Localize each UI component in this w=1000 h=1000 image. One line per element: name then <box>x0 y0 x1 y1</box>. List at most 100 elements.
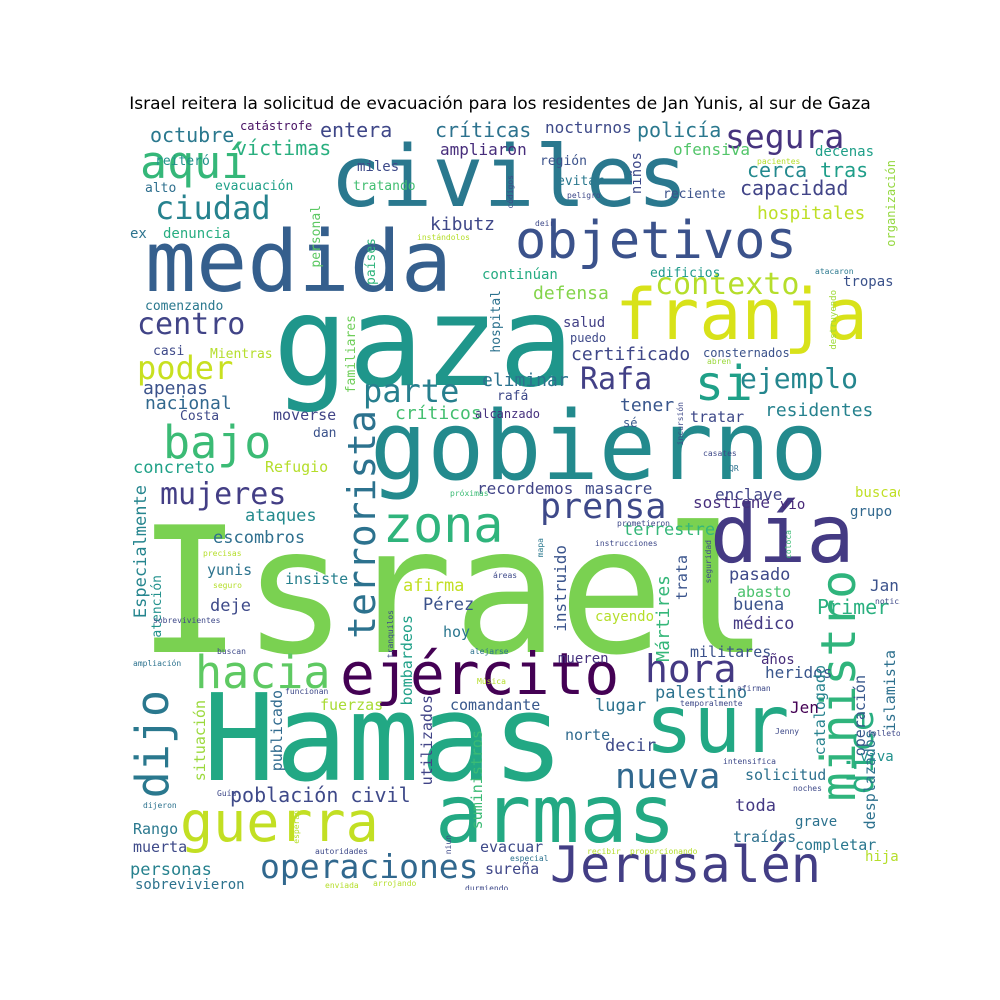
word-buena: buena <box>733 595 785 615</box>
word-zona: zona <box>383 496 504 554</box>
word-trata: trata <box>673 555 691 601</box>
word-personas: personas <box>130 860 212 880</box>
word-traidas: traídas <box>733 828 797 846</box>
word-fuerzas: fuerzas <box>320 696 384 714</box>
word-certificado: certificado <box>571 344 691 365</box>
word-medico: médico <box>733 614 795 634</box>
word-tener: tener <box>620 395 675 416</box>
word-victimas: víctimas <box>235 136 332 160</box>
word-suministros: suministros <box>468 730 486 830</box>
word-qr: QR <box>729 464 739 473</box>
word-norte: norte <box>565 726 611 744</box>
word-perez: Pérez <box>423 595 475 615</box>
word-codigos: códigos <box>506 175 515 209</box>
word-hamas: Hamas <box>203 670 565 809</box>
word-peligro: peligro <box>567 191 601 200</box>
word-cloud: Israel Hamas gaza gobierno civiles medida arma… <box>125 120 900 890</box>
word-poblacion-civil: población civil <box>230 783 411 807</box>
word-guia: Guía <box>217 789 237 798</box>
word-gaza: gaza <box>273 270 575 415</box>
word-medida: medida <box>145 213 453 312</box>
word-noticias: noticias <box>875 597 900 606</box>
word-afirma: afirma <box>403 576 465 596</box>
word-dijo: dijo <box>126 690 179 799</box>
word-palestino: palestino <box>655 683 748 703</box>
word-se: sé <box>623 416 638 430</box>
word-denuncia: denuncia <box>163 226 231 242</box>
word-concreto: concreto <box>133 458 215 478</box>
word-consternados: consternados <box>703 346 790 360</box>
word-continuan: continúan <box>482 267 558 283</box>
word-ejemplo: ejemplo <box>740 362 859 395</box>
word-publicado: publicado <box>268 690 286 772</box>
word-organizacion: organización <box>884 160 898 247</box>
word-especial: especial <box>510 854 549 863</box>
word-entera: entera <box>320 120 393 142</box>
word-toda: toda <box>735 796 776 816</box>
word-arrojando: arrojando <box>373 879 417 888</box>
word-hospital: hospital <box>489 290 504 353</box>
word-sur: sur <box>645 678 790 771</box>
word-hija: hija <box>865 849 899 865</box>
word-areas: áreas <box>493 571 518 580</box>
word-residentes: residentes <box>765 400 874 421</box>
word-musica: Música <box>477 677 506 686</box>
word-funcionan: funcionan <box>285 687 329 696</box>
word-segura: segura <box>725 120 845 156</box>
word-ampliaron: ampliaron <box>440 140 527 159</box>
word-decir: decir <box>605 736 657 756</box>
word-defensa: defensa <box>533 283 609 304</box>
word-gobierno: gobierno <box>370 392 828 502</box>
word-policia: policía <box>637 120 722 142</box>
word-catastrofe: catástrofe <box>240 120 313 133</box>
word-completar: completar <box>795 836 877 854</box>
word-civiles: civiles <box>330 128 689 227</box>
word-refugio: Refugio <box>265 458 329 476</box>
word-desplazados: desplazados <box>861 730 879 830</box>
word-folletos: folletos <box>867 729 900 738</box>
word-hoy: hoy <box>443 623 471 641</box>
word-durmiendo: durmiendo <box>465 884 509 891</box>
word-seguridad: seguridad <box>704 540 713 584</box>
word-viva: viva <box>860 749 894 765</box>
word-operaciones: operaciones <box>260 847 479 886</box>
word-puedo: puedo <box>570 331 607 345</box>
word-militares: militares <box>690 643 772 661</box>
word-rango: Rango <box>133 820 179 838</box>
word-niun: niun <box>444 835 453 855</box>
word-jenny: Jenny <box>775 727 800 736</box>
word-parte: parte <box>363 372 460 410</box>
word-mientras: Mientras <box>210 347 273 362</box>
word-aqui: aquí <box>140 136 249 189</box>
word-pacientes: pacientes <box>757 157 801 166</box>
chart-title: Israel reitera la solicitud de evacuació… <box>129 94 871 114</box>
word-recordemos: recordemos <box>477 479 574 498</box>
word-casates: casates <box>703 449 737 458</box>
word-ex: ex <box>130 226 147 242</box>
word-jan: Jan <box>870 576 899 595</box>
word-cayendo: cayendo <box>595 609 655 625</box>
word-franja: franja <box>615 274 868 356</box>
word-evitar: evitar <box>557 174 604 189</box>
word-paises: países <box>364 238 379 285</box>
word-reitero: reiteró <box>155 154 210 169</box>
word-dia: día <box>710 488 855 581</box>
word-salud: salud <box>563 315 606 331</box>
word-terrestre: terrestre <box>623 520 716 540</box>
word-sobrevivieron: sobrevivieron <box>135 877 245 890</box>
word-islamista: islamista <box>881 650 899 732</box>
word-cerca: cerca <box>747 158 808 182</box>
word-centro: centro <box>137 307 246 342</box>
word-moverse: moverse <box>273 406 337 424</box>
word-yunis: yunis <box>207 561 253 579</box>
word-atencion: atención <box>150 575 165 638</box>
word-enviada: enviada <box>325 881 359 890</box>
word-heridos: heridos <box>765 663 833 682</box>
word-precisas: precisas <box>203 549 242 558</box>
word-vio: vío <box>780 497 806 513</box>
word-decenas: decenas <box>815 144 875 160</box>
word-casi: casi <box>153 344 185 359</box>
word-sostiene: sostiene <box>693 493 771 512</box>
word-dijeron: dijeron <box>143 801 177 810</box>
word-miles: miles <box>357 159 400 175</box>
